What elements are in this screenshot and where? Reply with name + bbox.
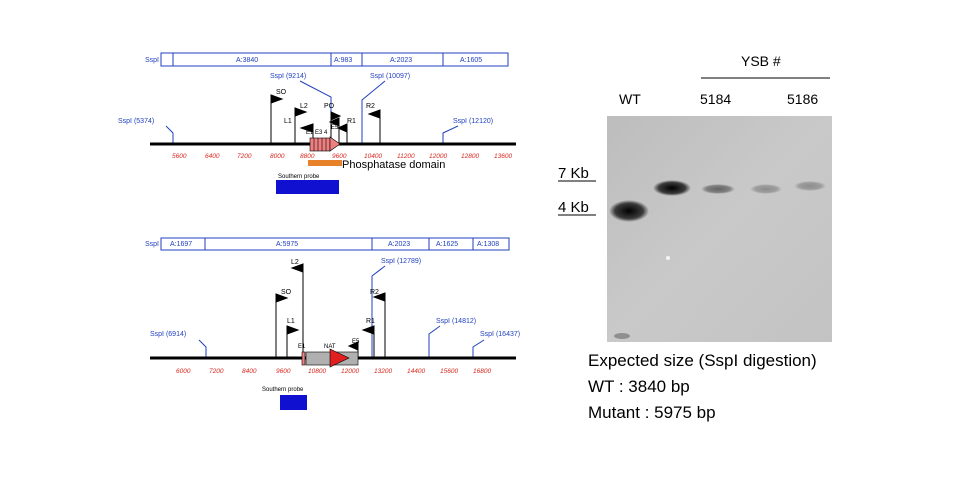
wt-frag-3: A:2023 bbox=[390, 57, 412, 64]
mut-tick: 8400 bbox=[242, 368, 257, 375]
band-wt bbox=[609, 200, 649, 222]
mut-frag-1: A:1697 bbox=[170, 241, 192, 248]
mut-tick: 12000 bbox=[341, 368, 359, 375]
wt-tick: 5600 bbox=[172, 153, 187, 160]
mut-site-4: SspI (16437) bbox=[480, 331, 520, 338]
expected-title: Expected size (SspI digestion) bbox=[588, 351, 817, 370]
wt-gene bbox=[309, 136, 341, 152]
gel-edge-smear bbox=[614, 333, 630, 339]
wt-site-1: SspI (5374) bbox=[118, 118, 154, 125]
wt-tick: 12000 bbox=[429, 153, 447, 160]
southern-blot bbox=[607, 116, 832, 342]
mut-tick: 10800 bbox=[308, 368, 326, 375]
mut-site-3: SspI (14812) bbox=[436, 318, 476, 325]
wt-primer-l1: L1 bbox=[284, 118, 292, 125]
wt-tick: 10400 bbox=[364, 153, 382, 160]
mut-frag-5: A:1308 bbox=[477, 241, 499, 248]
wt-primer-r2: R2 bbox=[366, 103, 375, 110]
wt-tick: 8800 bbox=[300, 153, 315, 160]
mut-cassette-e1: E1 bbox=[298, 344, 306, 350]
mut-tick: 13200 bbox=[374, 368, 392, 375]
wt-tick: 9600 bbox=[332, 153, 347, 160]
band-5184b bbox=[750, 184, 782, 194]
phosphatase-domain-bar bbox=[308, 160, 342, 166]
mut-primer-l1: L1 bbox=[287, 318, 295, 325]
mut-tick: 9600 bbox=[276, 368, 291, 375]
expected-mutant: Mutant : 5975 bp bbox=[588, 403, 716, 422]
wt-tick: 11200 bbox=[397, 153, 415, 160]
mut-primers bbox=[275, 263, 386, 358]
lane-wt: WT bbox=[619, 91, 641, 107]
wt-tick: 12800 bbox=[461, 153, 479, 160]
wt-probe-bar bbox=[276, 180, 339, 194]
mut-frag-4: A:1625 bbox=[436, 241, 458, 248]
wt-site-3: SspI (10097) bbox=[370, 73, 410, 80]
wt-frag-2: A:983 bbox=[334, 57, 352, 64]
mut-tick: 6000 bbox=[176, 368, 191, 375]
mut-frag-2: A:5975 bbox=[276, 241, 298, 248]
wt-primer-r1: R1 bbox=[347, 118, 356, 125]
mutant-map: SspI A:1697 A:5975 A:2023 A:1625 A:1308 … bbox=[145, 237, 520, 410]
wt-site-2: SspI (9214) bbox=[270, 73, 306, 80]
gel-background bbox=[607, 116, 832, 342]
wt-exon-e1: E1 bbox=[306, 130, 314, 136]
mut-primer-r2: R2 bbox=[370, 289, 379, 296]
mut-tick: 15600 bbox=[440, 368, 458, 375]
mut-probe-bar bbox=[280, 395, 307, 410]
marker-4kb: 4 Kb bbox=[558, 199, 589, 216]
mut-primer-r1: R1 bbox=[366, 318, 375, 325]
mut-tick: 16800 bbox=[473, 368, 491, 375]
expected-wt: WT : 3840 bp bbox=[588, 377, 690, 396]
mut-primer-l2: L2 bbox=[291, 259, 299, 266]
mut-site-2: SspI (12789) bbox=[381, 258, 421, 265]
marker-7kb: 7 Kb bbox=[558, 165, 589, 182]
mut-site-1: SspI (6914) bbox=[150, 331, 186, 338]
ysb-header: YSB # bbox=[741, 53, 781, 69]
mut-primer-so: SO bbox=[281, 289, 292, 296]
phosphatase-domain-label: Phosphatase domain bbox=[342, 159, 445, 171]
wt-frag-sspi: SspI bbox=[145, 57, 159, 64]
wt-map: SspI A:3840 A:983 A:2023 A:1605 SspI (53… bbox=[118, 52, 516, 194]
mut-tick: 14400 bbox=[407, 368, 425, 375]
band-mutant-1 bbox=[653, 180, 691, 196]
wt-exon-e5: E5 bbox=[331, 125, 339, 131]
wt-ticks: 5600 6400 7200 8000 8800 9600 10400 1120… bbox=[172, 153, 512, 160]
wt-frag-4: A:1605 bbox=[460, 57, 482, 64]
lane-5186: 5186 bbox=[787, 91, 818, 107]
mut-ticks: 6000 7200 8400 9600 10800 12000 13200 14… bbox=[176, 368, 491, 375]
lane-5184: 5184 bbox=[700, 91, 731, 107]
wt-primer-so: SO bbox=[276, 89, 287, 96]
wt-tick: 13600 bbox=[494, 153, 512, 160]
wt-tick: 8000 bbox=[270, 153, 285, 160]
wt-frag-1: A:3840 bbox=[236, 57, 258, 64]
wt-exon-e3: E3 bbox=[315, 130, 323, 136]
mut-tick: 7200 bbox=[209, 368, 224, 375]
mut-probe-label: Southern probe bbox=[262, 387, 304, 393]
mut-cassette-e5: E5 bbox=[352, 339, 360, 345]
mut-frag-3: A:2023 bbox=[388, 241, 410, 248]
wt-tick: 7200 bbox=[237, 153, 252, 160]
wt-primer-po: PO bbox=[324, 103, 335, 110]
wt-tick: 6400 bbox=[205, 153, 220, 160]
mut-cassette-nat: NAT bbox=[324, 344, 336, 350]
mut-frag-sspi: SspI bbox=[145, 241, 159, 248]
wt-probe-label: Southern probe bbox=[278, 174, 320, 180]
wt-site-4: SspI (12120) bbox=[453, 118, 493, 125]
band-5186 bbox=[794, 181, 826, 191]
wt-exon-4: 4 bbox=[324, 130, 328, 136]
mut-cassette bbox=[301, 348, 359, 368]
band-5184 bbox=[701, 184, 735, 194]
wt-primer-l2: L2 bbox=[300, 103, 308, 110]
gel-speck bbox=[666, 256, 670, 260]
